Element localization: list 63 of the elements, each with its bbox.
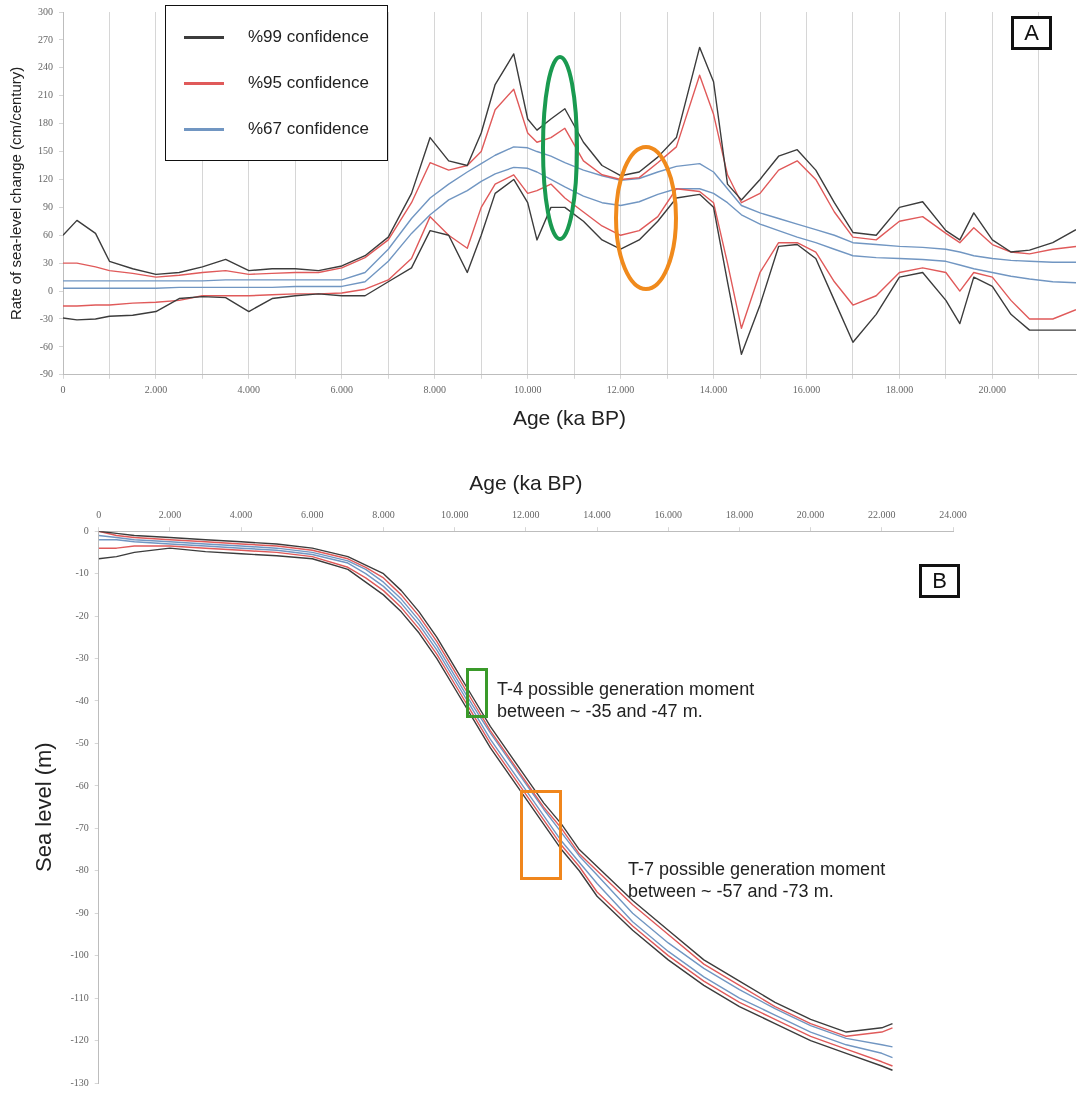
y-tick-label: -80 [75, 864, 89, 876]
y-tick-label: 240 [38, 61, 53, 73]
y-tick-label: 150 [38, 145, 53, 157]
y-tick-label: -100 [70, 949, 89, 961]
y-tick-label: -20 [75, 609, 89, 621]
y-tick-label: -40 [75, 694, 89, 706]
y-tick-label: -60 [39, 340, 53, 352]
y-tick-label: -90 [75, 906, 89, 918]
y-tick-label: 120 [38, 173, 53, 185]
x-tick-label: 18.000 [725, 508, 754, 520]
y-tick-label: 300 [38, 5, 53, 17]
y-tick-label: -110 [70, 991, 89, 1003]
x-tick-label: 16.000 [792, 384, 821, 396]
x-tick-label: 8.000 [372, 508, 395, 520]
y-axis-title: Rate of sea-level change (cm/century) [7, 66, 25, 321]
x-tick-label: 24.000 [939, 508, 967, 520]
y-tick-label: -120 [70, 1034, 89, 1046]
y-tick-label: 30 [43, 256, 53, 268]
x-tick-label: 2.000 [144, 384, 168, 396]
x-tick-label: 6.000 [330, 384, 354, 396]
y-tick-label: 270 [38, 33, 53, 45]
x-tick-label: 6.000 [301, 508, 324, 520]
x-tick-label: 16.000 [654, 508, 682, 520]
legend-label: %95 confidence [248, 73, 369, 93]
x-axis-title: Age (ka BP) [512, 406, 627, 430]
annotation: A [1011, 16, 1052, 50]
y-tick-label: -10 [75, 567, 89, 579]
legend-label: %67 confidence [248, 119, 369, 139]
y-tick-label: -130 [70, 1076, 89, 1088]
annotation: T-7 possible generation moment between ~ -57 and -73 m. [628, 858, 887, 902]
y-tick-label: -50 [75, 737, 89, 749]
x-tick-label: 14.000 [583, 508, 611, 520]
x-tick-label: 12.000 [512, 508, 540, 520]
x-tick-label: 10.000 [440, 508, 469, 520]
y-tick-label: -30 [39, 312, 53, 324]
y-tick-label: 60 [43, 228, 53, 240]
y-tick-label: 180 [38, 117, 53, 129]
y-tick-label: 90 [43, 200, 53, 212]
y-tick-label: 210 [38, 89, 53, 101]
y-tick-label: -60 [75, 779, 89, 791]
x-tick-label: 8.000 [423, 384, 446, 396]
x-tick-label: 0 [60, 384, 66, 396]
x-tick-label: 2.000 [158, 508, 182, 520]
x-tick-label: 20.000 [796, 508, 825, 520]
x-tick-label: 4.000 [237, 384, 261, 396]
y-tick-label: -90 [39, 368, 53, 380]
y-tick-label: 0 [48, 284, 53, 296]
x-tick-label: 20.000 [978, 384, 1007, 396]
x-axis-title: Age (ka BP) [469, 471, 583, 495]
annotation: B [919, 564, 960, 598]
x-tick-label: 22.000 [868, 508, 896, 520]
x-tick-label: 12.000 [606, 384, 635, 396]
x-tick-label: 14.000 [699, 384, 728, 396]
x-tick-label: 18.000 [885, 384, 914, 396]
y-tick-label: 0 [83, 524, 89, 536]
y-tick-label: -70 [75, 821, 89, 833]
y-tick-label: -30 [75, 652, 89, 664]
x-tick-label: 10.000 [513, 384, 542, 396]
y-axis-title: Sea level (m) [31, 742, 57, 872]
x-tick-label: 4.000 [229, 508, 253, 520]
legend-label: %99 confidence [248, 27, 369, 47]
x-tick-label: 0 [96, 508, 102, 520]
annotation: T-4 possible generation moment between ~ -35 and -47 m. [497, 678, 756, 722]
